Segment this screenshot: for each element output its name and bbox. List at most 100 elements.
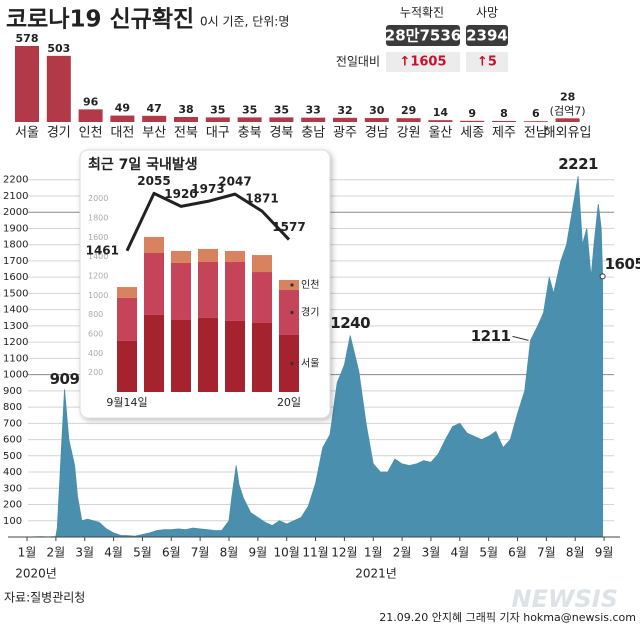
bar [333,117,357,122]
bar-segment [198,317,218,392]
x-tick-label: 9월 [595,546,614,560]
bar [428,120,453,122]
year-label: 2020년 [15,567,57,581]
bar-segment [144,236,164,253]
value-label: 503 [47,42,70,55]
y-tick-label: 400 [3,467,22,478]
value-label: 2221 [558,155,598,173]
x-tick-label: 2월 [47,546,66,560]
value-label: 1211 [471,327,511,345]
inset-title: 최근 7일 국내발생 [88,156,198,173]
y-tick-label: 100 [3,516,22,527]
area [30,176,604,538]
x-tick-label: 20일 [277,395,301,409]
x-tick-label: 5월 [479,546,498,560]
x-tick-label: 6월 [162,546,181,560]
bar-segment [198,248,218,262]
bar-segment [279,290,299,335]
value-label: 33 [306,104,321,117]
y-tick-label: 700 [3,418,22,429]
line-value-label: 1577 [272,220,305,234]
y-tick-label: 400 [88,349,103,358]
value-label: 35 [242,103,257,116]
bar [364,118,389,122]
bar-segment [117,340,137,392]
bar [237,117,262,122]
line-value-label: 2047 [218,175,251,189]
bar-segment [225,250,245,262]
category-label: 충남 [301,126,325,141]
value-label: 1240 [330,314,370,332]
value-label: 32 [337,104,352,117]
leader-line [512,335,529,341]
category-label: 서울 [15,126,39,141]
y-tick-label: 1600 [88,233,108,242]
value-label: 14 [433,106,449,119]
legend-label: 서울 [301,357,319,369]
y-tick-label: 300 [3,483,22,494]
total-line [125,191,291,252]
category-label: 광주 [333,126,357,141]
value-label: 6 [532,107,540,120]
point [599,273,606,280]
category-label: 경기 [47,126,71,141]
y-tick-label: 1100 [3,353,28,364]
legend-dot [290,361,294,366]
legend-label: 경기 [301,305,319,318]
bar-segment [117,287,137,298]
x-tick-label: 9월14일 [106,395,147,409]
change-value: ↑5 [477,55,497,70]
subtitle: 0시 기준, 단위:명 [200,15,289,29]
x-tick-label: 8월 [566,546,585,560]
category-label: 전북 [174,126,198,141]
bar [301,117,326,122]
change-label: 전일대비 [336,55,380,69]
value-label: 38 [178,103,193,116]
y-tick-label: 1200 [88,272,108,281]
y-tick-label: 900 [3,386,22,397]
y-tick-label: 500 [3,451,22,462]
value-label: 909 [50,370,80,388]
title: 코로나19 신규확진 [6,7,194,33]
x-tick-label: 3월 [422,546,441,560]
bar-segment [279,279,299,291]
bar-segment [171,319,191,392]
value-label: 9 [468,107,476,120]
category-label: 대구 [206,126,230,141]
line-value-label: 1871 [245,192,278,206]
change-box [386,52,460,72]
y-tick-label: 1700 [3,256,28,267]
stat-label: 누적확진 [400,6,444,20]
bar-segment [279,334,299,392]
bar-segment [171,250,191,263]
y-tick-label: 1000 [3,370,28,381]
category-label: 강원 [397,126,421,141]
y-tick-label: 2000 [3,207,28,218]
line-value-label: 2055 [137,174,170,188]
annotation: (검역7) [550,104,586,117]
line-value-label: 1973 [191,182,224,196]
source: 자료:질병관리청 [4,591,85,605]
y-tick-label: 800 [88,310,103,319]
x-tick-label: 8월 [220,546,239,560]
credit: 21.09.20 안지혜 그래픽 기자 hokma@newsis.com [379,611,636,624]
value-label: 47 [147,102,162,115]
x-tick-label: 7월 [191,546,210,560]
y-tick-label: 1400 [88,252,108,261]
y-tick-label: 800 [3,402,22,413]
y-tick-label: 1900 [3,223,28,234]
bar [205,117,230,122]
bar [492,120,516,122]
bar [174,117,198,122]
bar [46,55,71,122]
y-tick-label: 1600 [3,272,28,283]
stat-box [386,25,460,46]
bar-segment [252,272,272,323]
value-label: 35 [274,103,289,116]
inset: 최근 7일 국내발생 200 400 600 800 1000 1200 1400 1600 18… [79,149,331,419]
x-tick-label: 6월 [508,546,527,560]
value-label: 30 [369,104,385,117]
y-tick-label: 1800 [3,240,28,251]
